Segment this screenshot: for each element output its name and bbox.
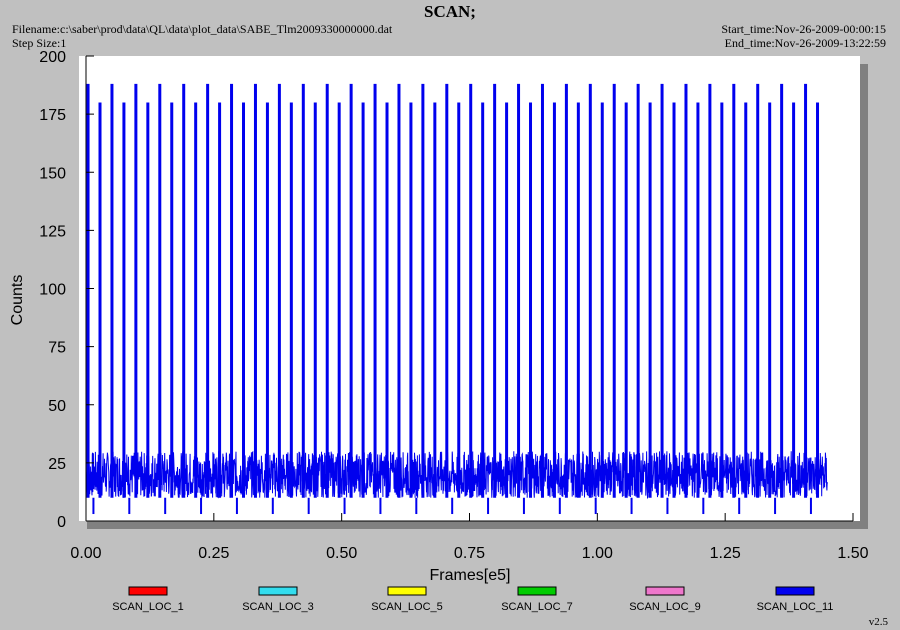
x-tick-label: 0.75: [454, 545, 485, 562]
legend-swatch: [645, 586, 685, 596]
legend-layer: SCAN_LOC_1 SCAN_LOC_3 SCAN_LOC_5 SCAN_LOC_7…: [112, 586, 834, 613]
axis-layer: 0.00 0.25 0.50 0.75 1.00 1.25 1.50 0 25 50 75 100 12…: [39, 49, 868, 562]
legend-swatch: [387, 586, 427, 596]
y-tick-label: 50: [48, 398, 66, 415]
y-tick-label: 125: [39, 223, 66, 240]
x-tick-label: 1.50: [837, 545, 868, 562]
chart-title: SCAN;: [424, 2, 476, 21]
end-time-text: End_time:Nov-26-2009-13:22:59: [724, 36, 886, 50]
y-tick-label: 150: [39, 165, 66, 182]
y-tick-label: 175: [39, 107, 66, 124]
series-line-baseline: [85, 450, 828, 500]
x-tick-label: 0.00: [70, 545, 101, 562]
y-tick-label: 0: [57, 514, 66, 531]
x-tick-label: 0.50: [326, 545, 357, 562]
legend-swatch: [775, 586, 815, 596]
start-time-text: Start_time:Nov-26-2009-00:00:15: [721, 22, 886, 36]
legend-label: SCAN_LOC_9: [629, 601, 701, 613]
legend-label: SCAN_LOC_3: [242, 601, 314, 613]
time-info: Start_time:Nov-26-2009-00:00:15 End_time…: [721, 22, 886, 50]
legend-swatch: [128, 586, 168, 596]
version-label: v2.5: [868, 616, 888, 628]
y-tick-label: 100: [39, 282, 66, 299]
series-layer: [85, 83, 828, 515]
filename-text: Filename:c:\saber\prod\data\QL\data\plot…: [12, 22, 393, 36]
legend-label: SCAN_LOC_5: [371, 601, 443, 613]
y-axis-label: Counts: [9, 275, 26, 326]
legend-label: SCAN_LOC_7: [501, 601, 573, 613]
legend-label: SCAN_LOC_11: [757, 601, 834, 613]
x-axis-label: Frames[e5]: [430, 567, 511, 584]
y-tick-label: 25: [48, 456, 66, 473]
step-size-text: Step Size:1: [12, 36, 67, 50]
legend-label: SCAN_LOC_1: [112, 601, 184, 613]
file-info: Filename:c:\saber\prod\data\QL\data\plot…: [12, 22, 392, 50]
y-tick-label: 75: [48, 340, 66, 357]
x-tick-label: 0.25: [198, 545, 229, 562]
y-tick-label: 200: [39, 49, 66, 66]
x-tick-label: 1.25: [710, 545, 741, 562]
legend-swatch: [258, 586, 298, 596]
x-tick-label: 1.00: [582, 545, 613, 562]
legend-swatch: [517, 586, 557, 596]
